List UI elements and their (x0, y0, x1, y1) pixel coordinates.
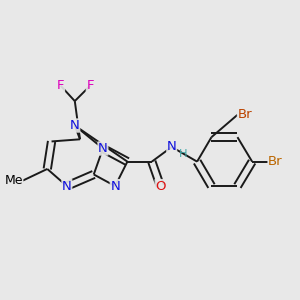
Text: N: N (167, 140, 177, 153)
Text: F: F (86, 79, 94, 92)
Text: N: N (98, 142, 108, 155)
Text: H: H (179, 149, 188, 159)
Text: Me: Me (4, 174, 23, 187)
Text: F: F (57, 79, 64, 92)
Text: Br: Br (238, 108, 252, 121)
Text: N: N (62, 180, 72, 193)
Text: N: N (110, 180, 120, 193)
Text: O: O (155, 180, 166, 193)
Text: Br: Br (268, 155, 283, 168)
Text: N: N (70, 119, 80, 132)
